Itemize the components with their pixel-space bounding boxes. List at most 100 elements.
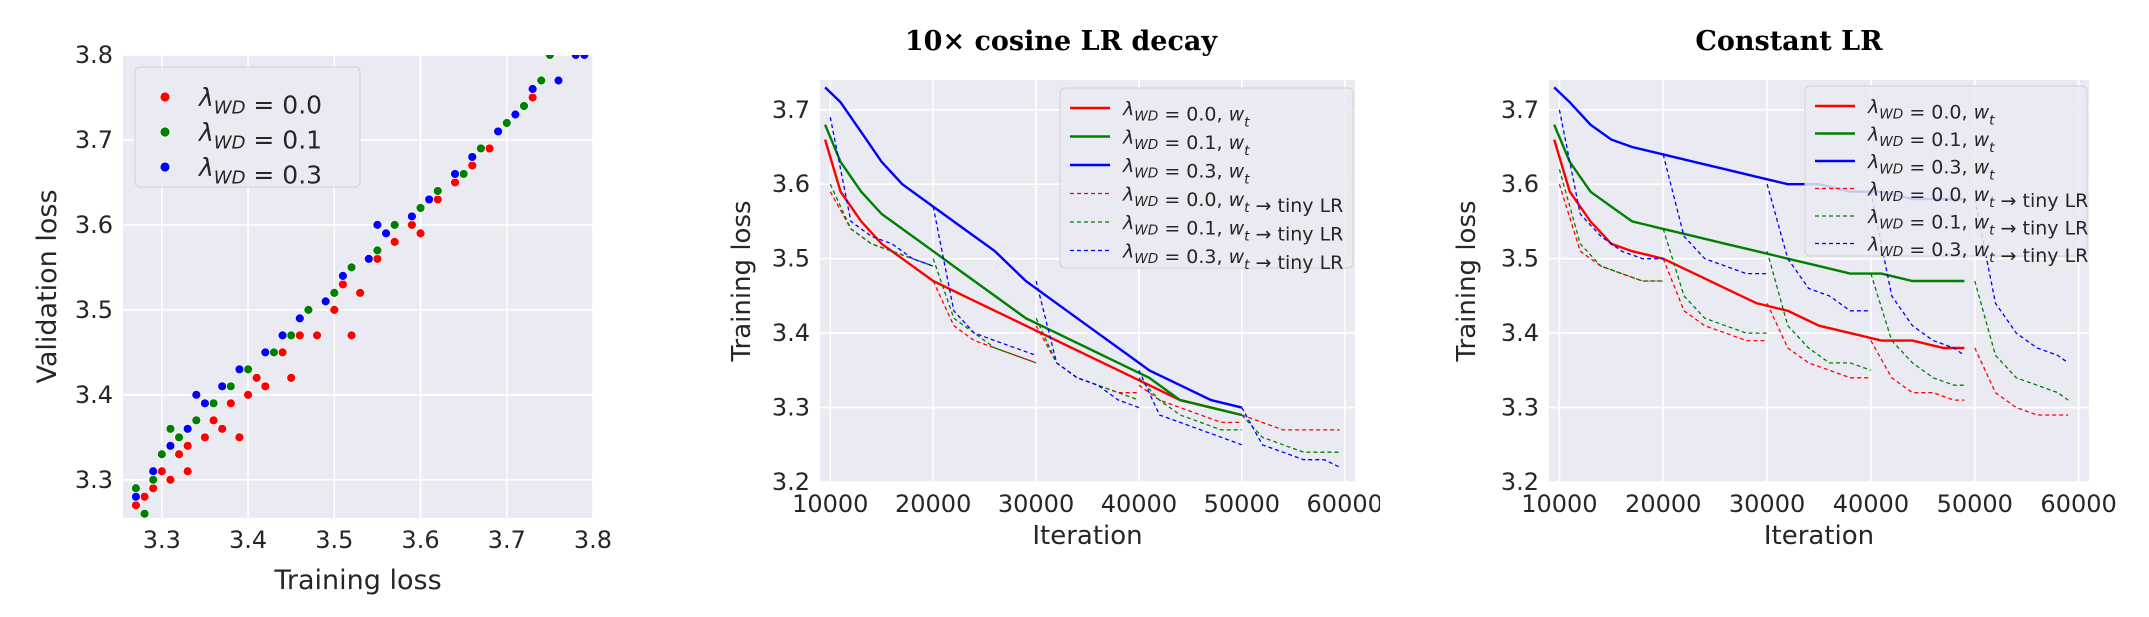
scatter-point (467, 160, 478, 171)
constant-lr-chart: 10000 20000 30000 40000 50000 60000 3.2 3.3 3.4 3… (1452, 80, 2117, 551)
x-tick-label: 20000 (895, 490, 971, 518)
y-tick-label: 3.4 (1501, 319, 1539, 347)
constant-lr-title: Constant LR (1695, 26, 1883, 57)
scatter-point (191, 415, 202, 426)
scatter-point (217, 381, 228, 392)
scatter-point (208, 415, 219, 426)
tiny-lr-series-line (1870, 340, 1965, 401)
scatter-point (312, 330, 322, 341)
scatter-point (286, 372, 297, 383)
tiny-lr-series-line (1766, 184, 1871, 312)
scatter-point (234, 432, 245, 443)
x-axis-label: Iteration (1764, 521, 1874, 551)
scatter-point (277, 330, 288, 341)
scatter-point (355, 287, 366, 298)
scatter-point (579, 55, 590, 60)
x-tick-label: 50000 (1204, 490, 1280, 518)
scatter-point (450, 169, 460, 179)
scatter-point (251, 372, 262, 383)
x-tick-label: 60000 (2040, 490, 2116, 518)
scatter-point (536, 75, 547, 86)
legend-label: λWD = 0.3, wt → tiny LR (1122, 241, 1343, 274)
legend-marker (159, 126, 171, 138)
tiny-lr-series-line (1662, 258, 1768, 342)
scatter-point (415, 228, 426, 239)
y-tick-label: 3.6 (772, 170, 810, 198)
scatter-point (286, 330, 297, 341)
scatter-point (156, 466, 167, 477)
scatter-point (277, 347, 288, 358)
legend-label: λWD = 0.1, wt → tiny LR (1867, 206, 2088, 239)
scatter-point (519, 101, 529, 111)
scatter-point (389, 236, 400, 247)
scatter-point (458, 169, 469, 179)
tiny-lr-series-line (1974, 280, 2069, 401)
x-tick-label: 3.8 (574, 526, 612, 554)
tiny-lr-series-line (1662, 228, 1768, 334)
tiny-lr-series-line (1766, 251, 1872, 371)
scatter-point (174, 432, 184, 443)
y-tick-label: 3.4 (75, 381, 113, 409)
scatter-point (243, 364, 253, 375)
tiny-lr-series-line (932, 206, 1037, 357)
scatter-point (320, 296, 331, 307)
tiny-lr-series-line (1870, 191, 1965, 356)
scatter-point (346, 330, 357, 341)
tiny-lr-series-line (1035, 280, 1140, 409)
series-line (824, 86, 1243, 409)
tiny-lr-series-line (1241, 407, 1340, 468)
scatter-point (570, 55, 581, 60)
scatter-point (338, 279, 348, 290)
legend-box (1804, 85, 2088, 257)
scatter-point (148, 474, 159, 485)
scatter-point (329, 304, 340, 315)
legend-label: λWD = 0.1, wt (1122, 127, 1250, 159)
y-tick-label: 3.7 (75, 126, 113, 154)
legend-label: λWD = 0.3 (197, 153, 322, 190)
legend-label: λWD = 0.3, wt (1867, 151, 1995, 183)
y-axis-label: Training loss (727, 200, 757, 362)
y-axis-label: Training loss (1452, 200, 1482, 362)
scatter-point (200, 432, 210, 443)
x-tick-label: 40000 (1101, 490, 1177, 518)
scatter-point (148, 483, 159, 494)
scatter-point (260, 381, 271, 392)
cosine-decay-panel: 10× cosine LR decay 10000 20000 30000 40000… (720, 0, 1383, 613)
series-line (1553, 124, 1965, 283)
scatter-point (432, 186, 443, 196)
legend-label: λWD = 0.3, wt → tiny LR (1867, 234, 2088, 267)
tiny-lr-series-line (932, 280, 1037, 364)
legend-box (1059, 87, 1354, 269)
y-tick-label: 3.8 (75, 41, 113, 69)
scatter-point (294, 330, 305, 341)
scatter-point (432, 194, 443, 205)
scatter-point (510, 109, 521, 120)
scatter-point (243, 389, 253, 400)
series-line (1553, 139, 1965, 350)
scatter-point (208, 398, 219, 409)
scatter-point (527, 84, 538, 94)
tiny-lr-series-line (1662, 154, 1768, 275)
scatter-point (484, 143, 495, 154)
y-tick-label: 3.6 (75, 211, 113, 239)
tiny-lr-series-line (1974, 347, 2069, 416)
legend-label: λWD = 0.0 (197, 83, 322, 120)
y-tick-label: 3.2 (1501, 468, 1539, 496)
scatter-point (424, 194, 435, 205)
y-tick-label: 3.3 (772, 394, 810, 422)
x-tick-label: 3.3 (143, 526, 181, 554)
scatter-chart: 3.3 3.4 3.5 3.6 3.7 3.8 3.3 3.4 3.5 3.6 3.7 3.8 Trai… (32, 41, 612, 596)
scatter-point (165, 440, 176, 451)
constant-lr-panel: Constant LR 10000 20000 30000 40000 50000 600… (1445, 0, 2149, 613)
y-axis-label: Validation loss (32, 189, 63, 383)
scatter-point (406, 211, 417, 222)
legend-label: λWD = 0.1, wt (1867, 124, 1995, 156)
y-tick-label: 3.4 (772, 319, 810, 347)
scatter-point (182, 466, 193, 477)
scatter-point (475, 143, 486, 154)
x-tick-label: 3.5 (315, 526, 353, 554)
scatter-point (389, 220, 400, 230)
y-tick-label: 3.7 (772, 96, 810, 124)
legend-marker (159, 91, 171, 103)
tiny-lr-series-line (1766, 303, 1871, 379)
